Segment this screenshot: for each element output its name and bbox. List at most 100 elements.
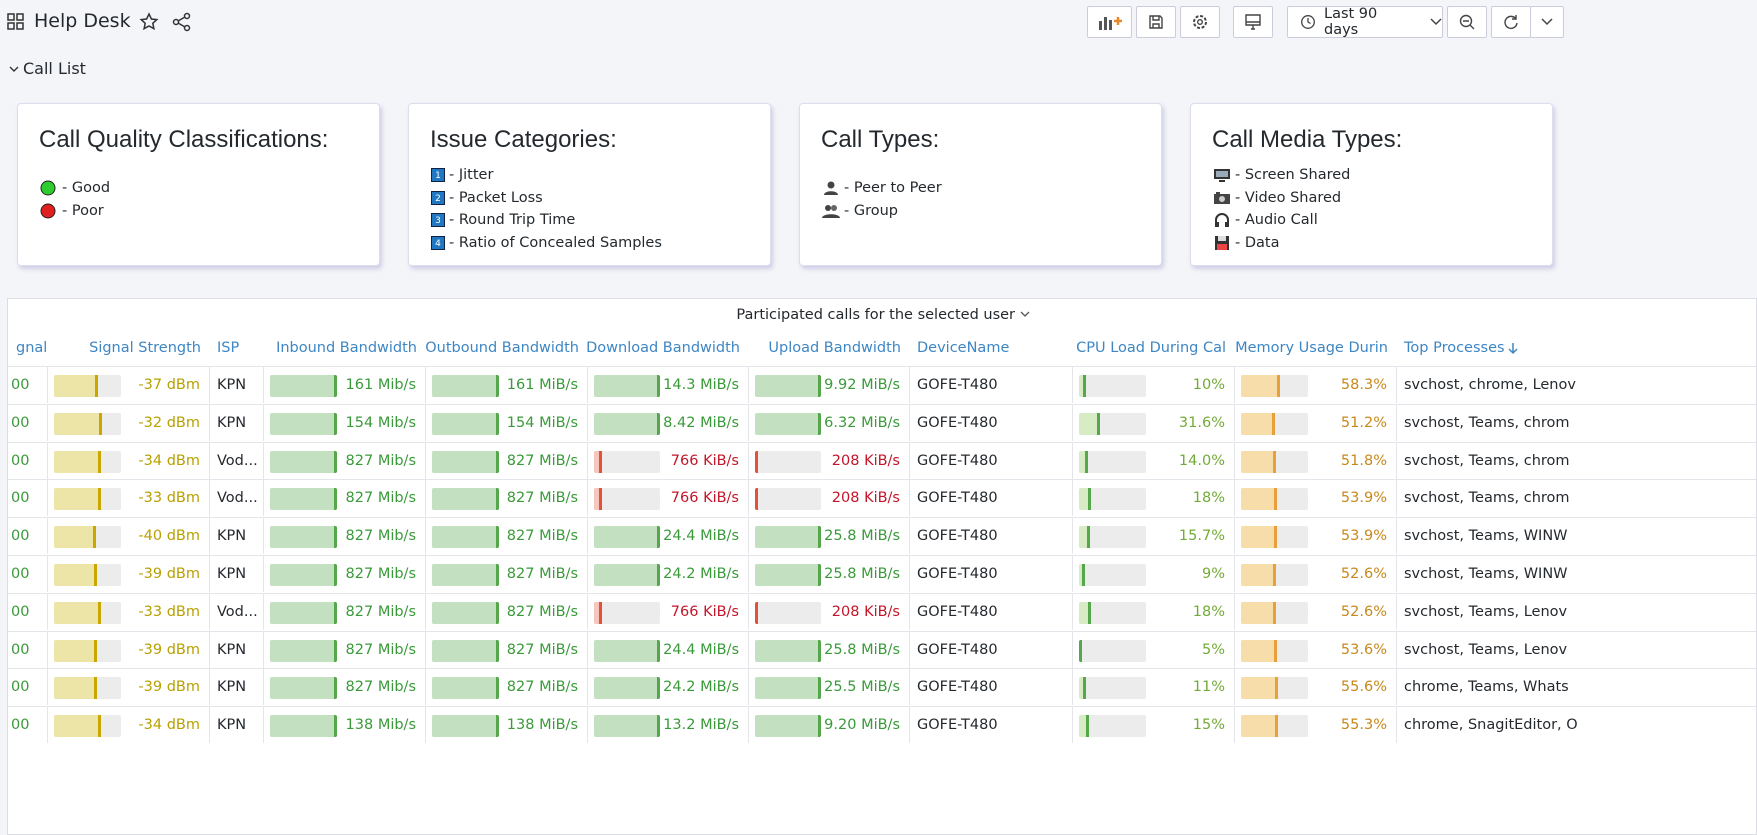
- table-cell: -39 dBm: [47, 630, 209, 668]
- cell-value: 52.6%: [1340, 566, 1387, 582]
- star-icon[interactable]: [139, 12, 159, 32]
- cell-value: 6.32 MiB/s: [824, 414, 900, 431]
- time-picker[interactable]: Last 90 days: [1287, 6, 1443, 38]
- legend-icon: [1215, 213, 1229, 227]
- table-cell: Vod...: [209, 592, 263, 630]
- cell-value: 766 KiB/s: [670, 452, 739, 469]
- cell-value: 53.9%: [1340, 528, 1387, 545]
- legend-panel: Issue Categories: 1 - Jitter 2 - Packet Loss…: [408, 103, 771, 266]
- column-header[interactable]: CPU Load During Cal: [1072, 329, 1234, 366]
- table-cell: 00: [8, 403, 47, 441]
- legend-panel: Call Types: - Peer to Peer - Group: [799, 103, 1162, 266]
- table-cell: 827 MiB/s: [425, 441, 587, 479]
- table-cell: 00: [8, 479, 47, 516]
- gauge: [270, 601, 337, 624]
- save-button[interactable]: [1136, 6, 1176, 38]
- table-cell: 25.5 MiB/s: [748, 668, 909, 706]
- cell-value: 208 KiB/s: [831, 490, 900, 507]
- gauge: [594, 412, 660, 435]
- cell-value: 138 Mib/s: [345, 717, 416, 734]
- cell-value: 10%: [1192, 377, 1225, 393]
- gauge-fill: [755, 412, 821, 435]
- column-header[interactable]: Inbound Bandwidth: [263, 329, 425, 366]
- column-header[interactable]: Signal Strength: [47, 329, 209, 366]
- gauge: [270, 375, 337, 397]
- table-cell: -32 dBm: [47, 403, 209, 441]
- table-cell: 24.4 MiB/s: [587, 630, 748, 668]
- cell-text: 00: [11, 377, 30, 393]
- gauge: [432, 564, 499, 586]
- legend-item: 3 - Round Trip Time: [431, 210, 575, 230]
- settings-button[interactable]: [1180, 6, 1220, 38]
- tv-mode-button[interactable]: [1233, 6, 1273, 38]
- row-chevron[interactable]: [9, 66, 19, 74]
- gauge-fill: [1079, 677, 1087, 700]
- table-cell: 766 KiB/s: [587, 479, 748, 517]
- dashboard-title[interactable]: Help Desk: [34, 10, 131, 32]
- table-title[interactable]: Participated calls for the selected user: [736, 307, 1016, 323]
- refresh-button[interactable]: [1491, 6, 1531, 38]
- column-header[interactable]: DeviceName: [909, 329, 1072, 366]
- table-cell: 51.2%: [1234, 403, 1396, 441]
- share-icon[interactable]: [172, 12, 192, 32]
- legend-item: 4 - Ratio of Concealed Samples: [431, 233, 662, 253]
- legend-label: - Video Shared: [1235, 189, 1342, 206]
- column-header[interactable]: ISP: [209, 329, 263, 366]
- row-title[interactable]: Call List: [23, 59, 86, 78]
- panel-title: Call Quality Classifications:: [39, 126, 329, 153]
- cell-value: -32 dBm: [138, 414, 200, 431]
- gauge: [594, 526, 660, 549]
- cell-value: 18%: [1192, 490, 1225, 507]
- gauge: [594, 375, 660, 397]
- table-cell: GOFE-T480: [909, 441, 1072, 479]
- gauge: [1241, 601, 1308, 624]
- table-title-wrap[interactable]: Participated calls for the selected user: [8, 307, 1756, 323]
- table-cell: KPN: [209, 668, 263, 706]
- table-cell: 14.3 MiB/s: [587, 366, 748, 403]
- column-header-label: Outbound Bandwidth: [425, 339, 579, 356]
- table-cell: 138 MiB/s: [425, 706, 587, 744]
- table-cell: 154 Mib/s: [263, 403, 425, 441]
- gauge: [432, 639, 499, 662]
- apps-icon[interactable]: [7, 13, 25, 31]
- table-cell: -39 dBm: [47, 555, 209, 592]
- table-cell: GOFE-T480: [909, 555, 1072, 592]
- gauge-fill: [755, 450, 758, 473]
- column-header[interactable]: Outbound Bandwidth: [425, 329, 587, 366]
- gauge: [270, 677, 337, 700]
- zoom-out-button[interactable]: [1447, 6, 1487, 38]
- gauge: [755, 375, 821, 397]
- table-cell: 24.2 MiB/s: [587, 555, 748, 592]
- table-cell: 827 Mib/s: [263, 668, 425, 706]
- table-cell: 00: [8, 630, 47, 668]
- column-header[interactable]: Download Bandwidth: [587, 329, 748, 366]
- gauge: [755, 526, 821, 549]
- table-cell: GOFE-T480: [909, 706, 1072, 744]
- column-header[interactable]: Upload Bandwidth: [748, 329, 909, 366]
- panel-title: Issue Categories:: [430, 126, 617, 153]
- column-header[interactable]: Memory Usage Durin: [1234, 329, 1396, 366]
- refresh-interval-button[interactable]: [1530, 6, 1564, 38]
- table-cell: svchost, Teams, Lenov: [1396, 630, 1756, 668]
- cell-text: 00: [11, 566, 30, 582]
- table-cell: 827 MiB/s: [425, 592, 587, 630]
- gauge-fill: [54, 639, 98, 662]
- table-cell: GOFE-T480: [909, 668, 1072, 706]
- column-header[interactable]: Top Processes: [1396, 329, 1756, 366]
- cell-text: GOFE-T480: [917, 528, 998, 545]
- table-cell: GOFE-T480: [909, 517, 1072, 555]
- add-panel-button[interactable]: [1087, 6, 1132, 38]
- table-cell: 208 KiB/s: [748, 592, 909, 630]
- table-cell: 827 Mib/s: [263, 630, 425, 668]
- table-cell: 827 Mib/s: [263, 592, 425, 630]
- table-cell: 18%: [1072, 479, 1234, 517]
- gauge-fill: [594, 639, 660, 662]
- table-cell: 00: [8, 517, 47, 554]
- gauge: [54, 715, 121, 738]
- legend-item: - Data: [1213, 233, 1279, 253]
- table-cell: 6.32 MiB/s: [748, 403, 909, 441]
- table-cell: Vod...: [209, 479, 263, 517]
- column-header[interactable]: gnal: [8, 329, 47, 366]
- legend-label: - Data: [1235, 234, 1280, 251]
- legend-label: - Round Trip Time: [449, 212, 576, 228]
